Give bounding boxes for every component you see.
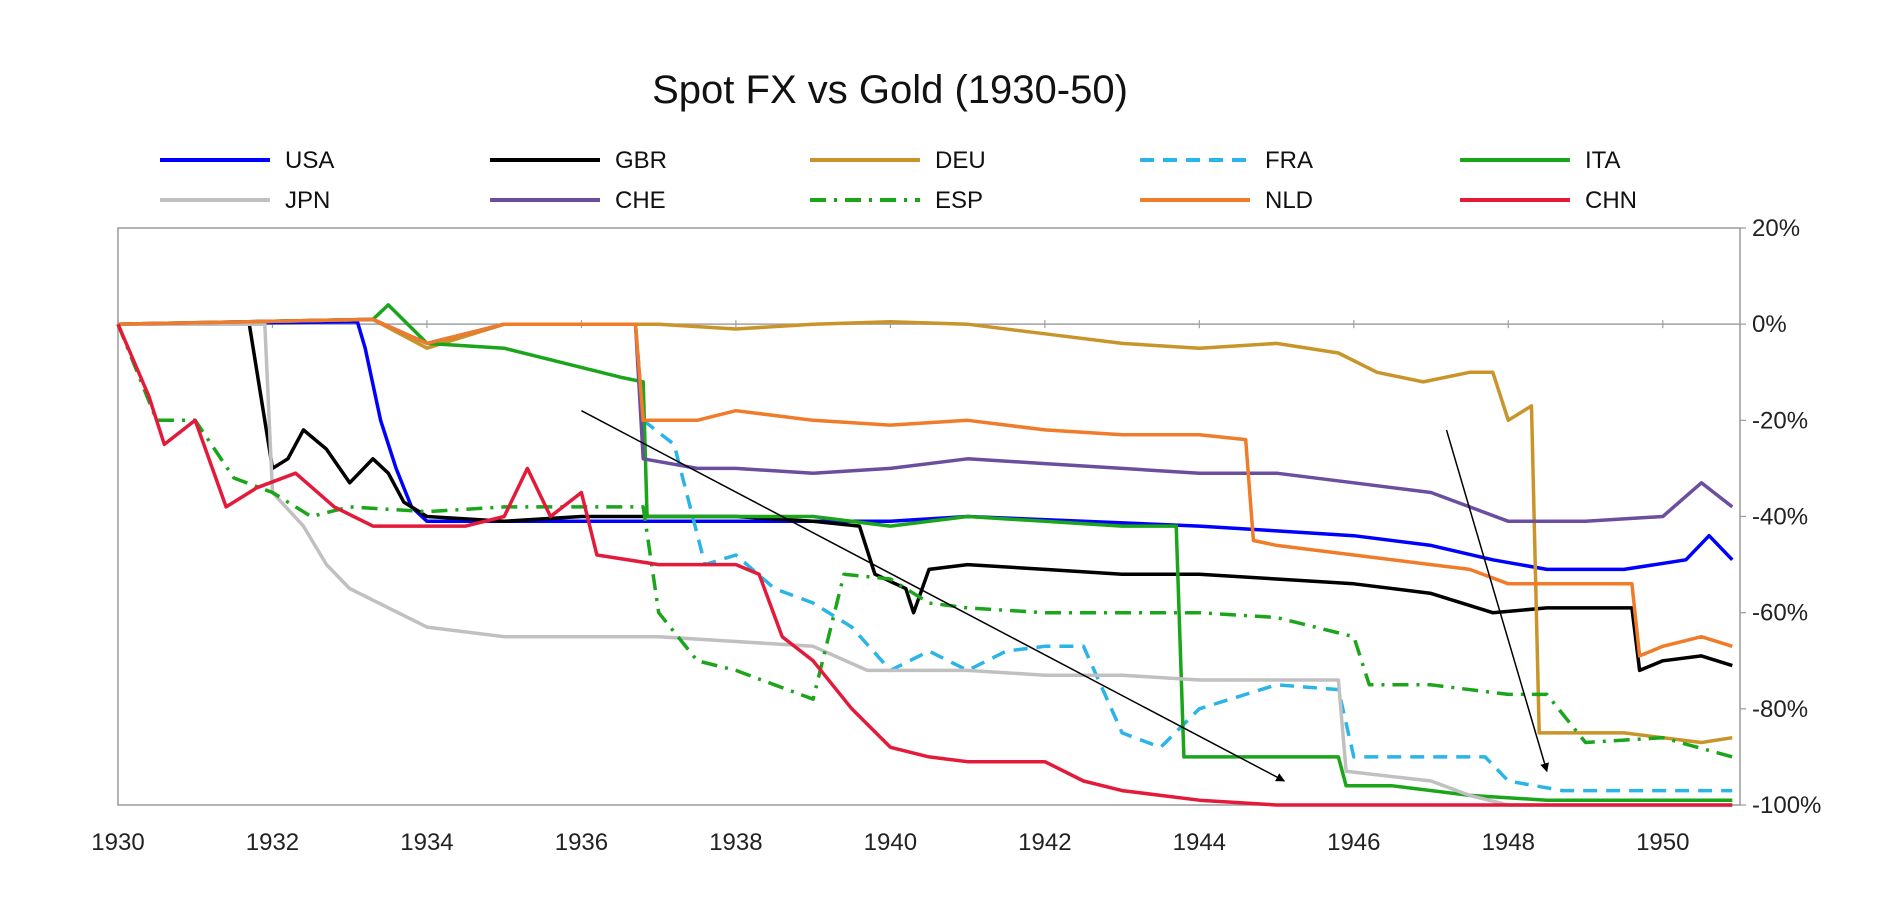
legend-label-deu: DEU [935,147,986,174]
x-tick-label: 1946 [1327,829,1380,856]
series-line-ita [117,303,1733,802]
x-tick-label: 1934 [400,829,453,856]
annotation-arrow-2 [1445,429,1549,773]
x-tick-label: 1930 [91,829,144,856]
legend-label-esp: ESP [935,187,983,214]
legend: USA GBR DEU FRA ITA JPN CHE ESP NLD CHN [160,147,1637,214]
x-tick-label: 1932 [246,829,299,856]
plot-area: 1930 1932 1934 1936 1938 1940 1942 1944 1946 1948… [91,215,1821,856]
series-line-esp [116,323,1733,759]
y-tick-label: -100% [1752,792,1821,819]
series-line-usa [117,320,1734,572]
legend-label-usa: USA [285,147,334,174]
x-tick-label: 1936 [555,829,608,856]
x-tick-label: 1938 [709,829,762,856]
y-tick-label: -40% [1752,504,1808,531]
y-tick-label: -60% [1752,600,1808,627]
series-line-gbr [118,322,1733,673]
x-tick-label: 1940 [864,829,917,856]
x-tick-label: 1950 [1636,829,1689,856]
annotation-arrow-1 [581,410,1286,782]
legend-label-che: CHE [615,187,666,214]
x-tick-label: 1942 [1018,829,1071,856]
series-line-che [117,317,1734,524]
y-tick-label: -80% [1752,696,1808,723]
y-tick-label: -20% [1752,407,1808,434]
x-tick-label: 1948 [1482,829,1535,856]
legend-label-gbr: GBR [615,147,667,174]
legend-label-nld: NLD [1265,187,1313,214]
x-tick-label: 1944 [1173,829,1226,856]
series-line-jpn [118,322,1733,807]
legend-label-chn: CHN [1585,187,1637,214]
series-line-deu [117,317,1733,745]
y-tick-label: 20% [1752,215,1800,242]
legend-label-ita: ITA [1585,147,1621,174]
legend-label-fra: FRA [1265,147,1313,174]
series-line-chn [116,323,1733,807]
chart-title: Spot FX vs Gold (1930-50) [652,68,1128,112]
series-line-fra [117,317,1733,793]
y-tick-label: 0% [1752,311,1787,338]
series-line-nld [117,317,1733,658]
legend-label-jpn: JPN [285,187,330,214]
